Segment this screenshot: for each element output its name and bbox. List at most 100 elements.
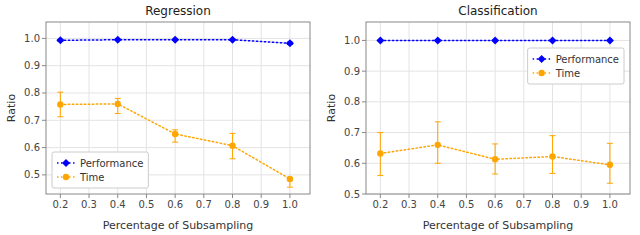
legend-item: Time <box>57 172 104 183</box>
data-point <box>229 36 237 44</box>
legend-label: Performance <box>556 54 619 65</box>
tick-label: 0.3 <box>81 199 97 210</box>
tick-label: 0.2 <box>52 199 68 210</box>
tick-mark <box>232 194 233 198</box>
tick-mark <box>117 194 118 198</box>
x-axis-label: Percentage of Subsampling <box>103 219 254 232</box>
legend-item: Performance <box>533 54 619 65</box>
legend-label: Time <box>555 68 580 79</box>
grid-line <box>366 132 630 133</box>
data-point <box>114 36 122 44</box>
tick-mark <box>261 194 262 198</box>
data-point <box>286 39 294 47</box>
tick-label: 0.8 <box>225 199 241 210</box>
data-point <box>171 36 179 44</box>
tick-label: 0.6 <box>487 199 503 210</box>
tick-mark <box>362 40 366 41</box>
tick-mark <box>409 194 410 198</box>
tick-label: 0.6 <box>344 158 360 169</box>
marks <box>56 36 294 187</box>
tick-mark <box>495 194 496 198</box>
tick-label: 0.8 <box>344 96 360 107</box>
data-point <box>607 162 613 168</box>
tick-mark <box>380 194 381 198</box>
chart-title: Regression <box>145 4 211 18</box>
data-point <box>57 101 63 107</box>
legend-marker <box>538 70 544 76</box>
grid-line <box>46 147 310 148</box>
tick-label: 0.5 <box>458 199 474 210</box>
data-point <box>491 36 499 44</box>
error-bar <box>57 92 63 117</box>
tick-mark <box>466 194 467 198</box>
x-axis-label: Percentage of Subsampling <box>423 219 574 232</box>
error-bar <box>550 136 556 174</box>
data-point <box>229 142 235 148</box>
data-point <box>287 176 293 182</box>
tick-mark <box>146 194 147 198</box>
tick-mark <box>437 194 438 198</box>
legend-item: Time <box>533 68 580 79</box>
grid-line <box>46 65 310 66</box>
tick-label: 0.7 <box>24 115 40 126</box>
legend-box <box>52 152 148 188</box>
tick-label: 0.4 <box>110 199 126 210</box>
tick-mark <box>289 194 290 198</box>
error-bar <box>435 122 441 163</box>
grid-line <box>289 22 290 194</box>
tick-mark <box>42 38 46 39</box>
legend-box <box>528 48 624 84</box>
grid-line <box>46 92 310 93</box>
chart-root: 0.5 0.6 0.7 0.8 0.9 1.0 0.2 0.3 0.4 0.5 0.6 0.7 0.8 0… <box>0 0 640 235</box>
data-point <box>376 36 384 44</box>
data-point <box>172 131 178 137</box>
tick-mark <box>523 194 524 198</box>
series-line <box>60 104 290 179</box>
tick-label: 0.5 <box>24 169 40 180</box>
legend: Performance Time <box>528 48 624 84</box>
data-point <box>606 36 614 44</box>
tick-mark <box>175 194 176 198</box>
y-axis-label: Ratio <box>5 94 18 123</box>
tick-mark <box>609 194 610 198</box>
error-bar <box>377 133 383 176</box>
legend-marker <box>538 55 546 63</box>
legend-item: Performance <box>57 158 143 169</box>
error-bar <box>172 130 178 142</box>
legend-label: Time <box>79 172 104 183</box>
tick-mark <box>42 120 46 121</box>
grid-line <box>466 22 467 194</box>
tick-label: 0.6 <box>167 199 183 210</box>
tick-label: 0.9 <box>344 66 360 77</box>
grid-line <box>175 22 176 194</box>
tick-label: 1.0 <box>344 35 360 46</box>
tick-mark <box>362 132 366 133</box>
tick-label: 0.3 <box>401 199 417 210</box>
tick-label: 0.9 <box>253 199 269 210</box>
tick-label: 0.2 <box>372 199 388 210</box>
data-point <box>377 150 383 156</box>
grid-line <box>261 22 262 194</box>
tick-mark <box>42 174 46 175</box>
tick-mark <box>362 71 366 72</box>
tick-label: 0.5 <box>344 189 360 200</box>
data-point <box>549 153 555 159</box>
tick-mark <box>42 65 46 66</box>
legend-marker <box>63 174 69 180</box>
data-point <box>435 142 441 148</box>
tick-mark <box>42 92 46 93</box>
panel: 0.50.60.70.80.91.00.20.30.40.50.60.70.80… <box>325 4 630 232</box>
data-point <box>115 101 121 107</box>
data-point <box>56 36 64 44</box>
grid-line <box>46 120 310 121</box>
data-point <box>492 156 498 162</box>
tick-mark <box>362 194 366 195</box>
tick-mark <box>42 147 46 148</box>
tick-label: 1.0 <box>282 199 298 210</box>
grid-line <box>409 22 410 194</box>
tick-mark <box>552 194 553 198</box>
data-point <box>549 36 557 44</box>
panel: 0.50.60.70.80.91.00.20.30.40.50.60.70.80… <box>5 4 310 232</box>
tick-mark <box>89 194 90 198</box>
tick-label: 0.7 <box>516 199 532 210</box>
